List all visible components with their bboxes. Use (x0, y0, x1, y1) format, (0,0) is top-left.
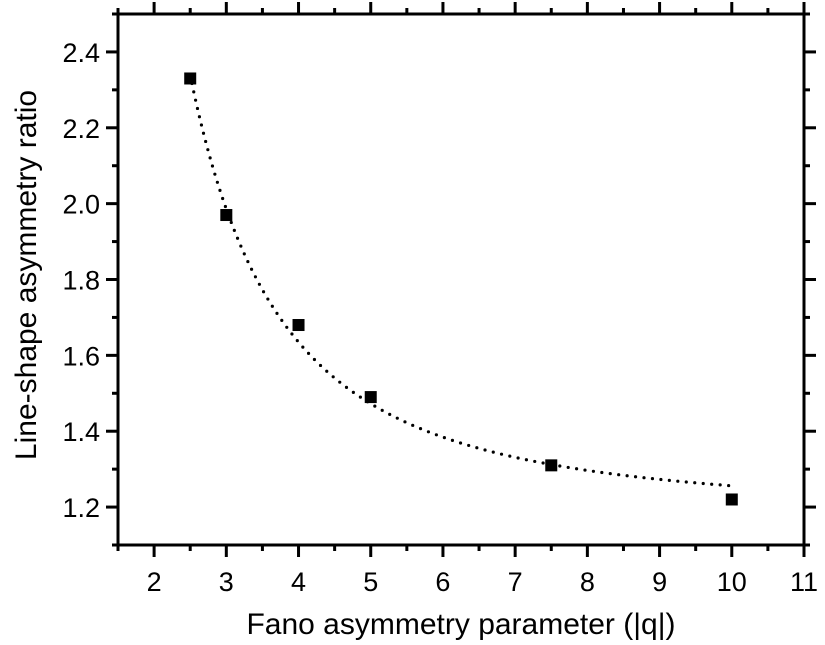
fit-curve (188, 73, 734, 488)
x-axis-title: Fano asymmetry parameter (|q|) (246, 608, 675, 641)
plot-frame (116, 12, 806, 547)
x-tick-label: 2 (147, 567, 162, 597)
y-axis-title: Line-shape asymmetry ratio (10, 90, 43, 460)
y-tick-label: 1.6 (62, 341, 100, 371)
y-tick-label: 1.8 (62, 266, 100, 296)
y-tick-label: 1.4 (62, 417, 100, 447)
x-tick-label: 7 (508, 567, 523, 597)
x-axis-ticks: 2 3 4 5 6 7 8 9 10 11 (116, 2, 818, 597)
x-tick-label: 4 (291, 567, 306, 597)
y-tick-label: 1.2 (62, 493, 100, 523)
x-tick-label: 10 (717, 567, 747, 597)
y-tick-label: 2.2 (62, 114, 100, 144)
x-tick-label: 11 (790, 567, 818, 597)
x-tick-label: 6 (435, 567, 450, 597)
data-point (184, 72, 197, 85)
plot-border (116, 12, 806, 547)
y-axis-ticks: 1.2 1.4 1.6 1.8 2.0 2.2 2.4 (62, 12, 816, 547)
data-point (292, 319, 305, 332)
data-points (184, 72, 738, 506)
x-tick-label: 5 (363, 567, 378, 597)
data-point (725, 493, 738, 506)
x-tick-label: 9 (652, 567, 667, 597)
data-point (364, 391, 377, 404)
y-tick-label: 2.4 (62, 38, 100, 68)
y-tick-label: 2.0 (62, 190, 100, 220)
data-point (220, 209, 233, 222)
x-tick-label: 8 (580, 567, 595, 597)
fit-curve-layer (188, 73, 734, 488)
x-tick-label: 3 (219, 567, 234, 597)
data-point (545, 459, 558, 472)
